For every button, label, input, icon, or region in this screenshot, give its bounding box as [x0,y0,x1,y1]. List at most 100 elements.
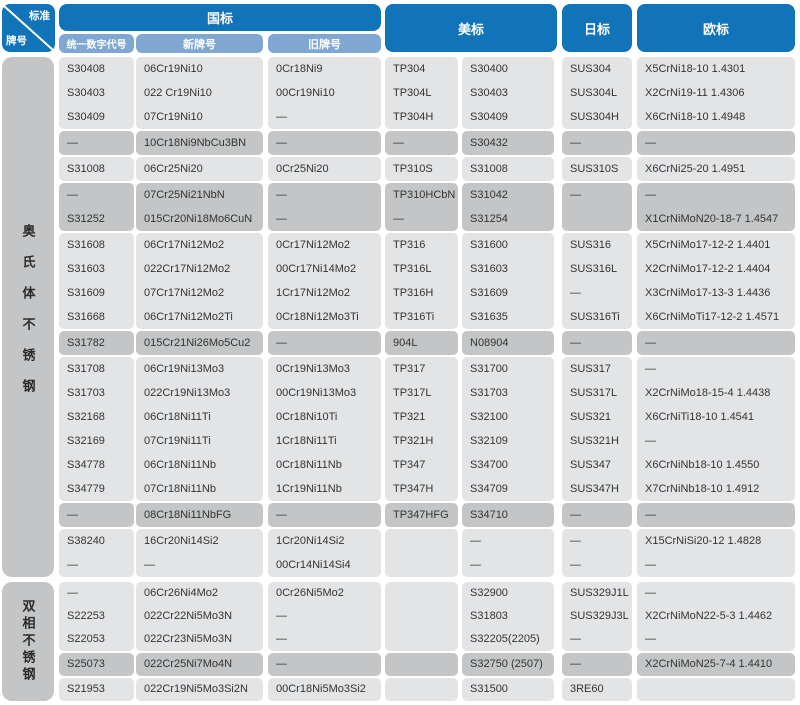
grade-cell: S32169 [67,435,105,447]
row-group: S31008 [59,157,134,181]
row-group: S31782 [59,331,134,355]
row-group: 07Cr25Ni21NbN 015Cr20Ni18Mo6CuN [136,183,263,231]
grade-cell: — [144,559,155,571]
col-us-uns: S30400 S30403 S30409 S30432 S31008 S31042 S312… [462,57,554,577]
grade-cell: — [393,137,404,149]
grade-cell: S38240 [67,535,105,547]
row-group: S31042 S31254 [462,183,554,231]
grade-cell: TP317L [393,387,432,399]
row-group: 022Cr19Ni5Mo3Si2N [136,678,263,701]
grade-cell: TP317 [393,363,426,375]
row-group: 0Cr25Ni20 [268,157,381,181]
grade-cell: TP347HFG [393,509,449,521]
row-group [385,653,458,676]
grade-cell: — [67,509,78,521]
grade-cell: 07Cr18Ni11Nb [144,483,216,495]
row-group: — [637,503,795,527]
grade-cell: S25073 [67,658,105,670]
grade-cell: — [470,559,481,571]
row-group: X5CrNi18-10 1.4301 X2CrNi19-11 1.4306 X6Cr… [637,57,795,129]
row-group: SUS329J1L SUS329J3L — [562,582,632,651]
row-group: SUS310S [562,157,632,181]
grade-cell: 06Cr17Ni12Mo2 [144,239,225,251]
row-group: — S22253 S22053 [59,582,134,651]
grade-cell: SUS321H [570,435,619,447]
grade-cell: X6CrNiMoTi17-12-2 1.4571 [645,311,780,323]
grade-cell: X6CrNi25-20 1.4951 [645,163,746,175]
row-group: — [59,503,134,527]
grade-cell [385,628,458,651]
grade-cell: S31254 [470,213,508,225]
row-group: — X2CrNiMo18-15-4 1.4438 X6CrNiTi18-10 1.4… [637,357,795,501]
row-group: — [268,131,381,155]
grade-cell: S30432 [470,137,508,149]
grade-cell: N08904 [470,337,509,349]
grade-cell: 0Cr18Ni9 [276,63,323,75]
grade-cell: SUS329J3L [570,610,629,622]
grade-cell: — [470,535,481,547]
grade-cell: 07Cr25Ni21NbN [144,189,225,201]
row-group: S32750 (2507) [462,653,554,676]
col-us-uns: S32900 S31803 S32205(2205) S32750 (2507) S31… [462,582,554,701]
header-jp-standard: 日标 [562,4,632,52]
grade-cell: — [276,111,287,123]
row-group: — — [462,529,554,577]
col-eu-en: — X2CrNiMoN22-5-3 1.4462 — X2CrNiMoN25-7-4 … [637,582,795,701]
grade-cell: — [276,610,287,622]
grade-cell: 06Cr26Ni4Mo2 [144,587,218,599]
row-group: 06Cr17Ni12Mo2 022Cr17Ni12Mo2 07Cr17Ni12Mo2… [136,233,263,329]
corner-label-grade: 牌号 [6,35,27,47]
grade-cell: S31609 [470,287,508,299]
row-group: S21953 [59,678,134,701]
grade-cell: S32900 [470,587,508,599]
grade-cell: S31703 [470,387,508,399]
grade-cell [385,653,458,676]
row-group: — [562,183,632,231]
row-group: S32900 S31803 S32205(2205) [462,582,554,651]
row-group: — S31252 [59,183,134,231]
grade-cell: S31008 [67,163,105,175]
grade-cell: X1CrNiMoN20-18-7 1.4547 [645,213,779,225]
grade-cell: 022Cr23Ni5Mo3N [144,633,233,645]
grade-cell: S31603 [470,263,508,275]
grade-cell: S31252 [67,213,105,225]
row-group: — — [268,183,381,231]
grade-cell: S32750 (2507) [470,658,543,670]
grade-cell: S32168 [67,411,105,423]
section-label-duplex: 双相不锈钢 [2,582,54,701]
row-group: S34710 [462,503,554,527]
row-group [385,678,458,701]
grade-cell: S22253 [67,610,105,622]
grade-cell: SUS316Ti [570,311,620,323]
grade-cell: 08Cr18Ni11NbFG [144,509,232,521]
row-group: 3RE60 [562,678,632,701]
grade-cell: — [645,587,656,599]
row-group: 0Cr19Ni13Mo3 00Cr19Ni13Mo3 0Cr18Ni10Ti 1Cr1… [268,357,381,501]
grade-cell: S34778 [67,459,105,471]
grade-cell: — [276,509,287,521]
row-group: TP316 TP316L TP316H TP316Ti [385,233,458,329]
grade-cell: S34779 [67,483,105,495]
grade-cell: S32100 [470,411,508,423]
row-group: S30408 S30403 S30409 [59,57,134,129]
grade-cell: 00Cr19Ni13Mo3 [276,387,357,399]
grade-cell: S31703 [67,387,105,399]
section-label-austenitic: 奥氏体不锈钢 [2,57,54,577]
col-us-astm: TP304 TP304L TP304H — TP310S TP310HCbN — TP316 T… [385,57,458,577]
grade-cell: SUS316 [570,239,611,251]
grade-cell [385,553,458,577]
row-group: SUS317 SUS317L SUS321 SUS321H SUS347 SUS347H [562,357,632,501]
grade-cell: S31635 [470,311,508,323]
row-group: — [637,131,795,155]
grade-cell: X5CrNi18-10 1.4301 [645,63,746,75]
grade-cell: TP321H [393,435,434,447]
grade-cell: S31042 [470,189,508,201]
row-group: 0Cr26Ni5Mo2 — — [268,582,381,651]
grade-cell: 022Cr22Ni5Mo3N [144,610,233,622]
grade-cell: 1Cr17Ni12Mo2 [276,287,350,299]
grade-cell: X5CrNiMo17-12-2 1.4401 [645,239,771,251]
grade-cell: TP316H [393,287,434,299]
row-group: S31008 [462,157,554,181]
row-group: — [562,331,632,355]
grade-cell: S30400 [470,63,508,75]
